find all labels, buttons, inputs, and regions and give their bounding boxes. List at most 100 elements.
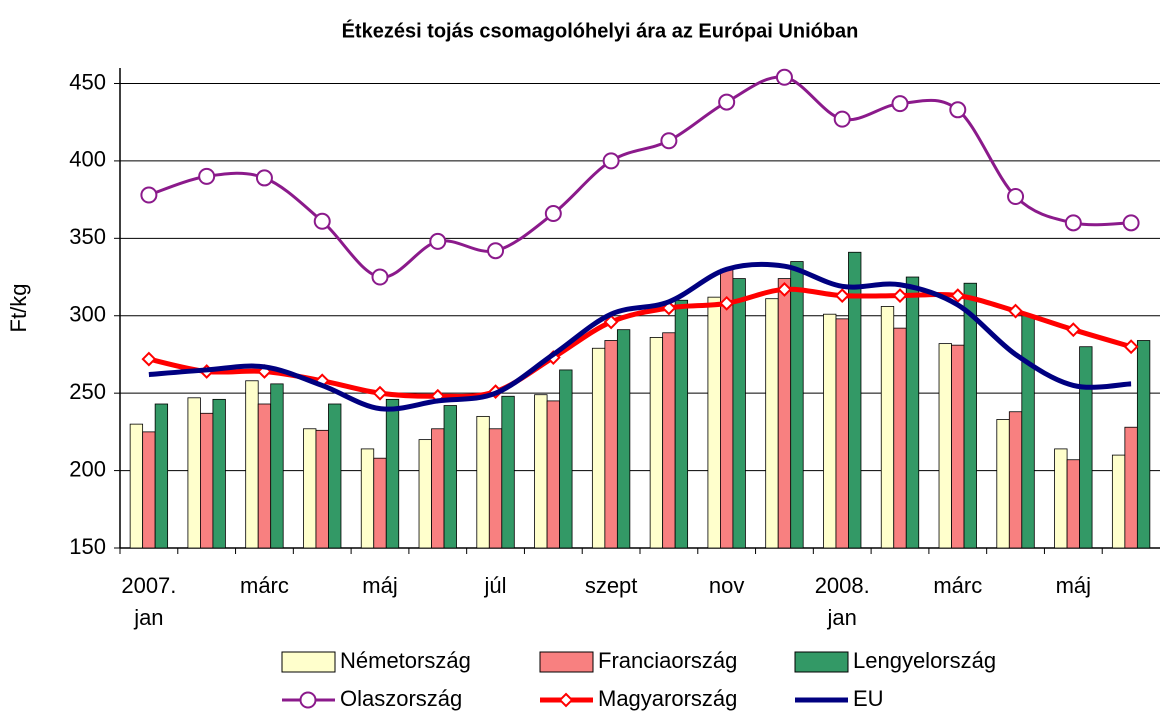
line-marker — [891, 95, 909, 113]
bar — [200, 412, 214, 549]
bar — [1054, 448, 1068, 549]
y-tick-label: 400 — [69, 147, 106, 172]
bar — [963, 282, 977, 549]
bar — [848, 251, 862, 549]
bar — [616, 329, 631, 549]
line-marker — [1123, 339, 1139, 355]
bar — [662, 332, 676, 549]
line-marker — [372, 385, 388, 401]
bar — [1021, 315, 1035, 549]
bar — [212, 398, 226, 549]
bar — [360, 448, 375, 549]
line-marker — [1065, 322, 1081, 338]
x-tick-label: máj — [362, 573, 398, 598]
chart-title: Étkezési tojás csomagolóhelyi ára az Eur… — [342, 19, 859, 42]
bar — [303, 428, 317, 549]
bar — [546, 400, 560, 549]
x-tick-label: 2007. jan — [121, 573, 177, 630]
bar — [674, 299, 689, 549]
line — [148, 75, 1132, 279]
line-marker — [255, 169, 273, 187]
legend-swatch — [794, 651, 849, 673]
y-tick-label: 250 — [69, 379, 106, 404]
bar — [534, 394, 548, 549]
line-marker — [141, 351, 157, 367]
y-tick-label: 150 — [69, 534, 106, 559]
line-marker — [371, 268, 389, 286]
bar — [431, 428, 445, 549]
line-marker — [775, 68, 793, 86]
y-tick-label: 350 — [69, 224, 106, 249]
bar — [591, 347, 606, 549]
x-tick-label: szept — [584, 573, 638, 598]
bar — [893, 327, 907, 549]
line-marker — [429, 232, 447, 250]
y-tick-label: 300 — [69, 302, 106, 327]
bar — [270, 383, 284, 549]
bar — [187, 397, 201, 549]
x-tick-label: márc — [933, 573, 983, 598]
line-marker — [949, 101, 967, 119]
bar — [559, 369, 573, 549]
legend-swatch — [539, 651, 594, 673]
bar — [443, 405, 457, 549]
line-marker — [1007, 188, 1025, 206]
legend-label: Franciaország — [598, 648, 737, 673]
x-tick-label: márc — [239, 573, 289, 598]
legend-marker — [558, 692, 574, 708]
bar — [385, 398, 400, 549]
line-marker — [602, 152, 620, 170]
bar — [1079, 346, 1093, 549]
bar — [765, 298, 779, 549]
legend-label: Németország — [340, 648, 471, 673]
bar — [142, 431, 156, 549]
bar — [604, 340, 618, 549]
line-marker — [1064, 214, 1082, 232]
x-tick-label: máj — [1055, 573, 1092, 598]
line-marker — [719, 295, 735, 311]
bar — [328, 403, 342, 549]
bar — [257, 403, 272, 549]
bar — [154, 403, 169, 549]
line-marker — [892, 288, 908, 304]
bar — [373, 457, 387, 549]
bar — [777, 278, 792, 549]
legend-label: EU — [853, 686, 884, 711]
bar — [129, 423, 144, 549]
legend-swatch — [281, 651, 336, 673]
bar — [1008, 411, 1023, 549]
bar — [649, 337, 664, 549]
bar — [315, 429, 329, 549]
legend-label: Magyarország — [598, 686, 737, 711]
line-marker — [777, 282, 792, 297]
y-tick-label: 450 — [69, 69, 106, 94]
x-tick-label: 2008. jan — [814, 573, 870, 630]
y-axis-label: Ft/kg — [6, 284, 31, 333]
line-marker — [1008, 303, 1023, 319]
bar — [880, 306, 895, 549]
bar — [951, 344, 965, 549]
line-marker — [603, 314, 619, 330]
bar — [1136, 340, 1151, 549]
line-marker — [718, 93, 736, 111]
bar — [1066, 459, 1080, 549]
bar — [720, 268, 734, 549]
line-marker — [140, 186, 158, 204]
bar — [707, 296, 721, 549]
line-marker — [1122, 214, 1140, 232]
line-marker — [487, 242, 505, 260]
bar — [996, 419, 1010, 549]
line-marker — [950, 288, 966, 304]
bar — [476, 415, 490, 549]
bar — [732, 278, 746, 549]
bar — [1111, 454, 1126, 549]
bar — [245, 380, 259, 549]
legend-label: Lengyelország — [853, 648, 996, 673]
line-marker — [660, 132, 678, 150]
bar — [938, 343, 952, 549]
bar — [790, 261, 804, 549]
bar — [418, 439, 432, 549]
line — [148, 261, 1132, 412]
bar — [905, 276, 920, 549]
